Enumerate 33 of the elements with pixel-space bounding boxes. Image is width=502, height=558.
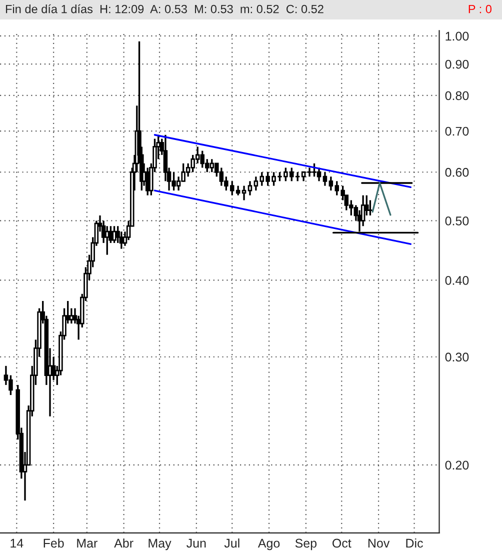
x-tick-label: Feb [44, 538, 64, 548]
x-tick-label: Dic [406, 538, 423, 548]
x-tick-label: Nov [368, 538, 390, 548]
x-tick-label: Ago [258, 538, 280, 550]
candlestick [328, 176, 334, 192]
y-tick-label: 0.40 [445, 276, 469, 285]
x-tick-label: Sep [295, 538, 317, 550]
x-tick-label: Mar [77, 538, 98, 548]
candlestick [322, 171, 328, 187]
candlestick [248, 180, 252, 196]
y-tick-label: 0.20 [445, 460, 469, 470]
candlestick [69, 307, 74, 324]
x-tick-label: Oct [332, 538, 352, 548]
y-tick-label: 0.70 [445, 126, 469, 136]
x-tick-label: 14 [10, 538, 24, 548]
y-tick-label: 1.00 [446, 32, 469, 41]
y-tick-label: 0.30 [445, 352, 469, 362]
y-tick-label: 0.90 [445, 60, 469, 69]
chart-title: Fin de día 1 días H: 12:09 A: 0.53 M: 0.53 m: 0.52 C: 0.52 [6, 4, 324, 14]
x-tick-label: Jul [224, 538, 240, 548]
x-tick-label: Abr [114, 538, 134, 548]
candlestick [368, 199, 372, 216]
text: P : 0 [468, 4, 492, 14]
x-tick-label: May [148, 538, 172, 550]
candlestick [242, 184, 246, 202]
candlestick [301, 171, 306, 182]
y-tick-label: 0.60 [445, 168, 469, 177]
candlestick [254, 176, 258, 192]
y-tick-label: 0.80 [445, 91, 469, 100]
x-tick-label: Jun [186, 538, 206, 548]
candlestick [112, 225, 116, 244]
y-tick-label: 0.50 [445, 216, 469, 226]
candlestick [236, 184, 240, 196]
